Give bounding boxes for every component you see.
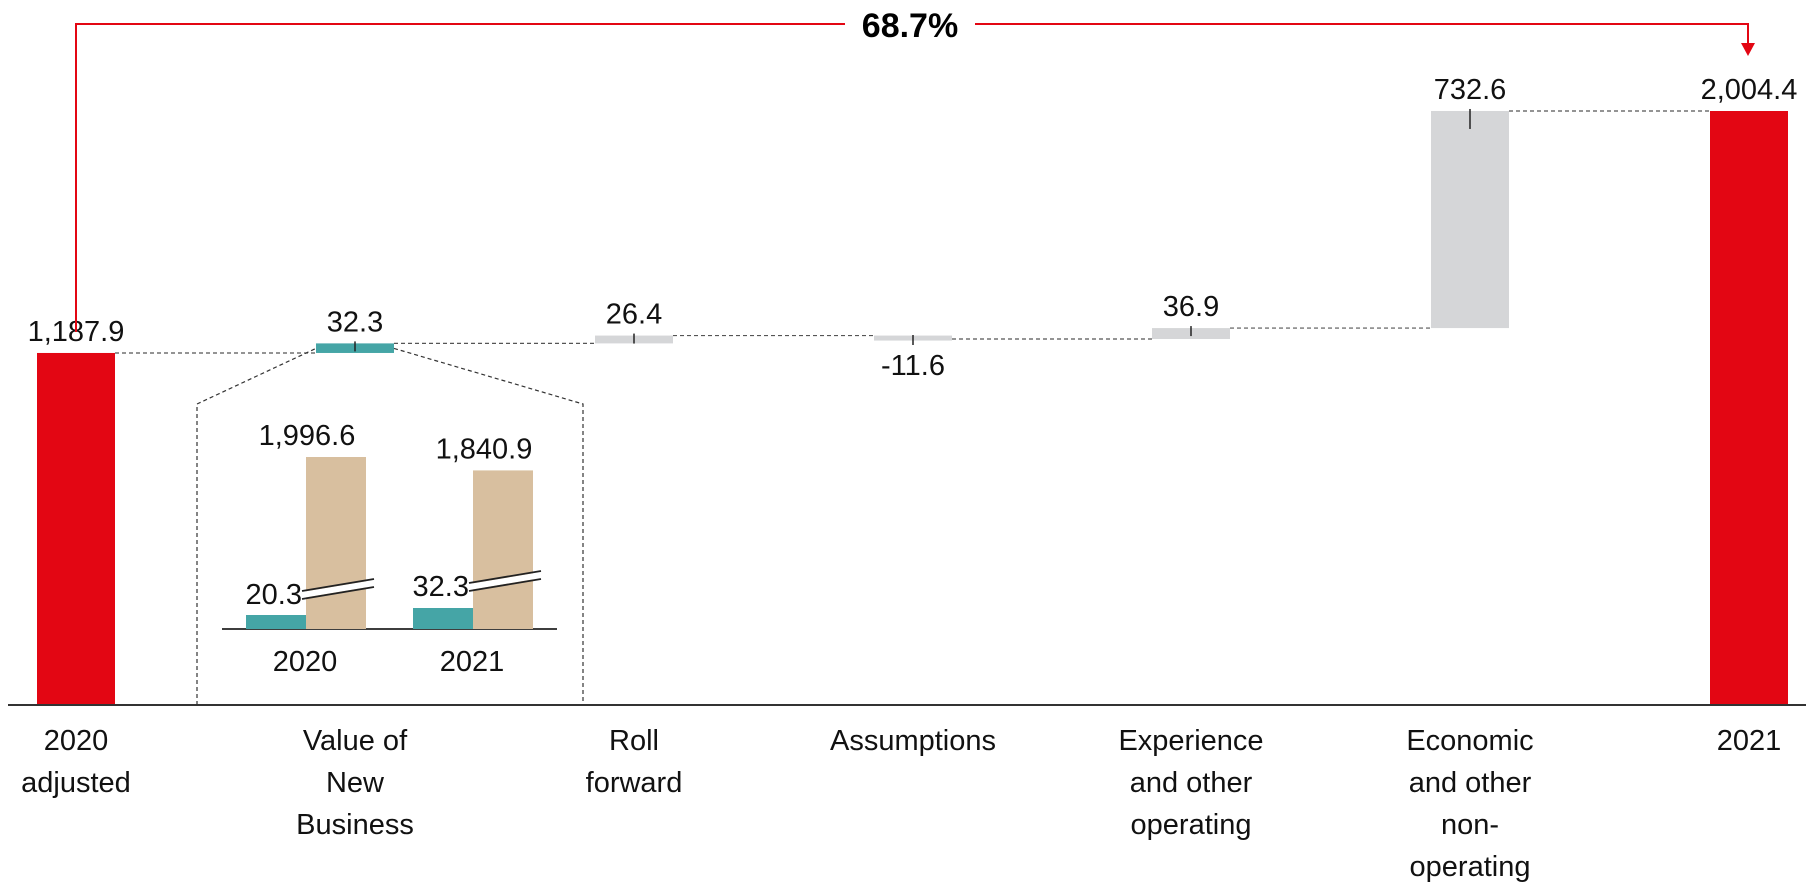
value-label-econ: 732.6 <box>1434 74 1507 106</box>
category-label-econ: Economic and other non-operating <box>1406 725 1533 883</box>
category-label-start: 2020 adjusted <box>21 725 131 799</box>
change-percent-label: 68.7% <box>862 7 958 45</box>
axis-break-line <box>468 578 542 592</box>
bar-end <box>1710 111 1788 705</box>
connector-lines <box>115 110 1710 354</box>
inset-category-2021: 2021 <box>440 646 505 678</box>
inset-bar-vnb-2021 <box>413 608 473 629</box>
inset-value-vnb-2020: 20.3 <box>246 579 302 611</box>
bar-econ <box>1431 110 1509 329</box>
category-labels: 2020 adjusted Value of New Business Roll forwa… <box>21 725 1781 883</box>
value-label-roll: 26.4 <box>606 299 662 331</box>
category-label-assump: Assumptions <box>830 725 996 757</box>
vnb-inset: 20.3 1,996.6 2020 32.3 1,840.9 2021 <box>196 347 584 705</box>
inset-bar-total-2020 <box>306 457 366 629</box>
inset-value-vnb-2021: 32.3 <box>413 571 469 603</box>
bar-start <box>37 352 115 705</box>
value-label-exp: 36.9 <box>1163 291 1219 323</box>
axis-break-icon <box>469 572 541 590</box>
axis-break-icon <box>302 580 374 598</box>
change-arrow-line <box>75 23 1749 332</box>
inset-value-total-2020: 1,996.6 <box>259 420 356 452</box>
category-label-exp: Experience and other operating <box>1118 725 1263 841</box>
inset-value-total-2021: 1,840.9 <box>436 433 533 465</box>
axis-break-line <box>301 578 375 592</box>
value-label-end: 2,004.4 <box>1701 74 1798 106</box>
value-label-vnb: 32.3 <box>327 306 383 338</box>
arrowhead-icon <box>1741 43 1755 56</box>
axis-break-line <box>301 586 375 600</box>
value-label-assump: -11.6 <box>881 350 945 382</box>
inset-bar-total-2021 <box>473 470 533 629</box>
category-label-end: 2021 <box>1717 725 1782 757</box>
change-arrow: 68.7% <box>75 7 1755 332</box>
category-label-vnb: Value of New Business <box>296 725 414 841</box>
inset-frame <box>196 347 584 705</box>
inset-category-2020: 2020 <box>273 646 338 678</box>
value-ticks <box>354 108 1471 352</box>
axis-break-line <box>468 570 542 584</box>
inset-bar-vnb-2020 <box>246 615 306 629</box>
category-label-roll: Roll forward <box>586 725 683 799</box>
